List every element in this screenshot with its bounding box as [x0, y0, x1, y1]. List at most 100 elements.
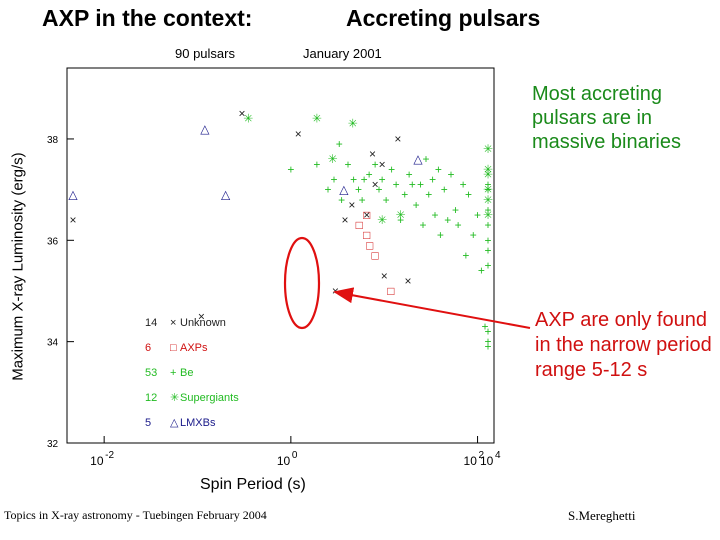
- data-point-unknown: ×: [295, 127, 302, 141]
- data-point-be: +: [429, 172, 436, 186]
- chart-subtitle: January 2001: [303, 46, 382, 61]
- data-point-be: +: [372, 157, 379, 171]
- legend-marker: □: [170, 342, 177, 354]
- data-point-supergiants: ✳: [396, 208, 406, 222]
- data-point-be: +: [366, 167, 373, 181]
- data-point-be: +: [484, 233, 491, 247]
- data-point-supergiants: ✳: [483, 167, 493, 181]
- data-point-be: +: [376, 183, 383, 197]
- data-point-unknown: ×: [69, 213, 76, 227]
- legend-marker: △: [170, 417, 179, 429]
- data-point-be: +: [465, 188, 472, 202]
- data-point-lmxbs: △: [413, 152, 423, 166]
- x-tick-label: 10: [464, 454, 478, 468]
- data-point-be: +: [484, 259, 491, 273]
- data-point-supergiants: ✳: [483, 208, 493, 222]
- x-axis-label: Spin Period (s): [200, 476, 306, 493]
- data-point-lmxbs: △: [68, 188, 78, 202]
- data-point-be: +: [484, 335, 491, 349]
- data-point-axps: □: [372, 249, 379, 263]
- data-point-be: +: [336, 137, 343, 151]
- data-point-supergiants: ✳: [483, 193, 493, 207]
- data-point-be: +: [313, 157, 320, 171]
- data-point-be: +: [345, 157, 352, 171]
- data-point-be: +: [361, 172, 368, 186]
- data-point-unknown: ×: [341, 213, 348, 227]
- data-point-be: +: [409, 178, 416, 192]
- data-point-be: +: [484, 243, 491, 257]
- legend-count: 5: [145, 417, 151, 429]
- data-point-unknown: ×: [394, 132, 401, 146]
- data-point-unknown: ×: [379, 157, 386, 171]
- data-point-axps: □: [356, 218, 363, 232]
- data-point-supergiants: ✳: [312, 112, 322, 126]
- data-point-be: +: [452, 203, 459, 217]
- data-point-supergiants: ✳: [483, 142, 493, 156]
- data-point-unknown: ×: [198, 309, 205, 323]
- data-point-be: +: [422, 152, 429, 166]
- data-point-unknown: ×: [239, 107, 246, 121]
- data-point-lmxbs: △: [339, 183, 349, 197]
- data-point-be: +: [397, 213, 404, 227]
- data-point-unknown: ×: [369, 147, 376, 161]
- chart-title: 90 pulsars: [175, 46, 235, 61]
- data-point-axps: □: [363, 208, 370, 222]
- data-point-unknown: ×: [348, 198, 355, 212]
- data-point-axps: □: [363, 228, 370, 242]
- data-point-be: +: [401, 188, 408, 202]
- legend-entry: Be: [180, 367, 193, 379]
- legend-count: 12: [145, 392, 157, 404]
- legend-count: 6: [145, 342, 151, 354]
- legend-entry: AXPs: [180, 342, 208, 354]
- data-point-supergiants: ✳: [483, 183, 493, 197]
- y-ticks: 32 34 36 38: [47, 135, 74, 450]
- legend-marker: ✳: [170, 392, 179, 404]
- data-point-supergiants: ✳: [348, 117, 358, 131]
- data-point-lmxbs: △: [221, 188, 231, 202]
- data-point-be: +: [419, 218, 426, 232]
- data-point-be: +: [388, 162, 395, 176]
- x-tick-exponent: 0: [292, 450, 298, 461]
- data-point-supergiants: ✳: [483, 162, 493, 176]
- data-point-be: +: [484, 325, 491, 339]
- footer-author: S.Mereghetti: [568, 508, 636, 523]
- axp-highlight-ellipse: [283, 236, 321, 330]
- y-tick-label: 34: [47, 338, 59, 349]
- data-point-supergiants: ✳: [243, 112, 253, 126]
- x-tick-exponent: -2: [105, 450, 114, 461]
- data-point-unknown: ×: [405, 274, 412, 288]
- data-point-be: +: [287, 162, 294, 176]
- legend-entry: LMXBs: [180, 417, 216, 429]
- data-point-axps: □: [387, 284, 394, 298]
- legend-entry: Unknown: [180, 317, 226, 329]
- x-tick-exponent: 4: [495, 450, 501, 461]
- y-tick-label: 36: [47, 236, 59, 247]
- data-point-be: +: [470, 228, 477, 242]
- title-right: Accreting pulsars: [346, 5, 541, 31]
- data-point-lmxbs: △: [200, 122, 210, 136]
- axp-arrow: [333, 287, 531, 329]
- y-tick-label: 32: [47, 439, 59, 450]
- data-point-be: +: [448, 167, 455, 181]
- legend-count: 53: [145, 367, 157, 379]
- data-point-be: +: [359, 193, 366, 207]
- data-point-be: +: [474, 208, 481, 222]
- data-point-be: +: [484, 218, 491, 232]
- massive-binaries-note: Most accreting pulsars are in massive bi…: [532, 83, 681, 153]
- data-point-be: +: [437, 228, 444, 242]
- data-point-unknown: ×: [363, 208, 370, 222]
- data-point-be: +: [484, 178, 491, 192]
- data-point-unknown: ×: [372, 178, 379, 192]
- plot-frame: [66, 67, 495, 444]
- data-point-be: +: [478, 264, 485, 278]
- data-point-be: +: [338, 193, 345, 207]
- data-point-be: +: [455, 218, 462, 232]
- data-point-be: +: [383, 193, 390, 207]
- data-point-be: +: [484, 203, 491, 217]
- data-point-be: +: [460, 178, 467, 192]
- data-point-be: +: [444, 213, 451, 227]
- data-point-unknown: ×: [332, 284, 339, 298]
- data-point-axps: □: [366, 238, 373, 252]
